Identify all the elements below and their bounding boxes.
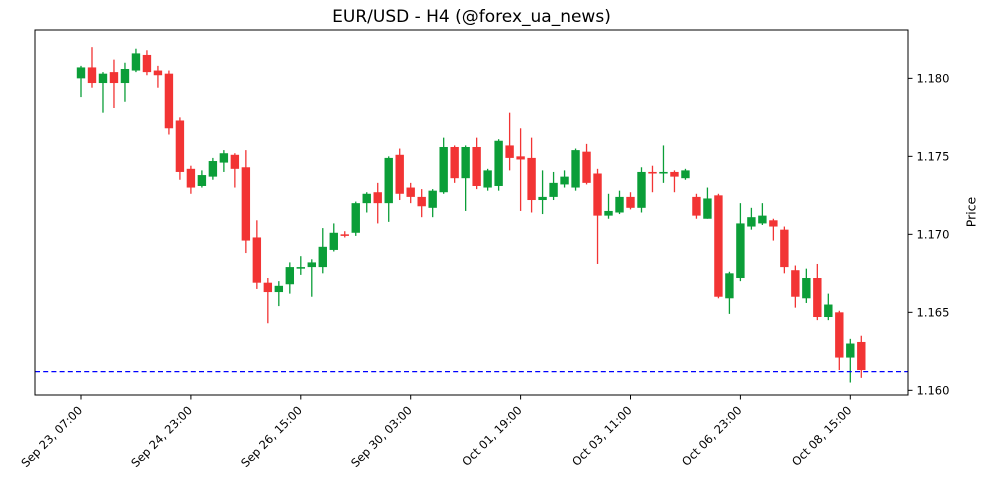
plot-border <box>34 29 909 396</box>
candle-body <box>208 161 218 177</box>
x-tick-label: Oct 08, 15:00 <box>789 403 854 468</box>
candle-body <box>615 196 624 213</box>
candle-body <box>197 175 207 186</box>
candle-body <box>802 278 811 299</box>
candle-body <box>769 220 778 227</box>
chart-title: EUR/USD - H4 (@forex_ua_news) <box>332 7 611 27</box>
candle-body <box>824 304 833 318</box>
candle-body <box>406 187 415 197</box>
candle-body <box>439 146 448 193</box>
candle-body <box>604 210 613 216</box>
candle-body <box>626 196 635 208</box>
candle-body <box>538 196 547 201</box>
candle-body <box>87 67 97 84</box>
candle-body <box>736 223 745 279</box>
candle-body <box>362 193 371 204</box>
candle-body <box>285 267 295 285</box>
candle-body <box>835 312 844 358</box>
candle-body <box>329 232 338 250</box>
candle-body <box>219 153 229 163</box>
candle-body <box>780 229 789 268</box>
y-tick-label: 1.165 <box>917 305 950 319</box>
candle-body <box>846 343 855 358</box>
candle-body <box>186 168 196 188</box>
candle-body <box>725 273 734 299</box>
candle-body <box>274 285 284 293</box>
candle-body <box>252 237 262 283</box>
candle-body <box>582 151 591 183</box>
candle-body <box>505 145 514 158</box>
x-tick-label: Oct 01, 19:00 <box>459 403 524 468</box>
x-tick-label: Oct 03, 11:00 <box>569 403 634 468</box>
candle-body <box>659 171 668 174</box>
candle-body <box>307 262 316 268</box>
candle-body <box>516 156 525 160</box>
candle-body <box>153 70 163 76</box>
candle-body <box>747 217 756 227</box>
candle-body <box>494 140 503 186</box>
y-axis-title: Price <box>963 196 979 228</box>
candle-body <box>450 146 459 179</box>
x-tick-label: Sep 30, 03:00 <box>348 403 415 470</box>
candle-body <box>571 150 580 188</box>
candle-body <box>714 195 723 297</box>
candle-body <box>230 154 240 169</box>
x-tick-label: Sep 24, 23:00 <box>128 403 195 470</box>
candle-body <box>593 173 602 216</box>
candle-body <box>98 73 108 84</box>
candle-body <box>175 120 185 172</box>
candle-body <box>351 203 360 233</box>
candle-body <box>648 171 657 174</box>
candle-body <box>384 157 393 204</box>
candle-body <box>373 192 382 204</box>
candle-body <box>263 282 273 293</box>
candle-body <box>461 146 470 179</box>
candle-body <box>340 234 349 236</box>
candle-body <box>483 170 492 188</box>
candle-body <box>120 68 130 84</box>
candle-body <box>417 196 426 207</box>
candle-body <box>131 53 141 71</box>
candle-body <box>428 190 437 208</box>
candle-body <box>813 278 822 318</box>
x-tick-label: Sep 26, 15:00 <box>238 403 305 470</box>
candle-body <box>472 146 481 186</box>
y-tick-label: 1.170 <box>917 227 950 241</box>
candle-body <box>395 154 404 194</box>
candle-body <box>681 170 690 179</box>
candle-body <box>142 54 152 73</box>
x-tick-label: Oct 06, 23:00 <box>679 403 744 468</box>
candle-body <box>703 198 712 219</box>
candle-body <box>692 196 701 216</box>
candle-body <box>791 270 800 297</box>
x-tick-label: Sep 23, 07:00 <box>18 403 85 470</box>
y-tick-label: 1.160 <box>917 383 950 397</box>
y-tick-label: 1.180 <box>917 71 950 85</box>
candle-body <box>241 167 251 241</box>
candle-body <box>527 157 536 201</box>
candle-body <box>318 246 327 268</box>
candle-body <box>164 73 174 129</box>
candle-body <box>857 341 866 371</box>
candle-body <box>76 67 86 79</box>
candle-body <box>670 171 679 177</box>
candle-body <box>560 176 569 185</box>
candle-body <box>549 182 558 197</box>
candle-body <box>296 267 305 269</box>
candle-body <box>758 215 767 224</box>
candle-body <box>109 72 119 84</box>
y-tick-label: 1.175 <box>917 149 950 163</box>
candle-body <box>637 171 646 208</box>
